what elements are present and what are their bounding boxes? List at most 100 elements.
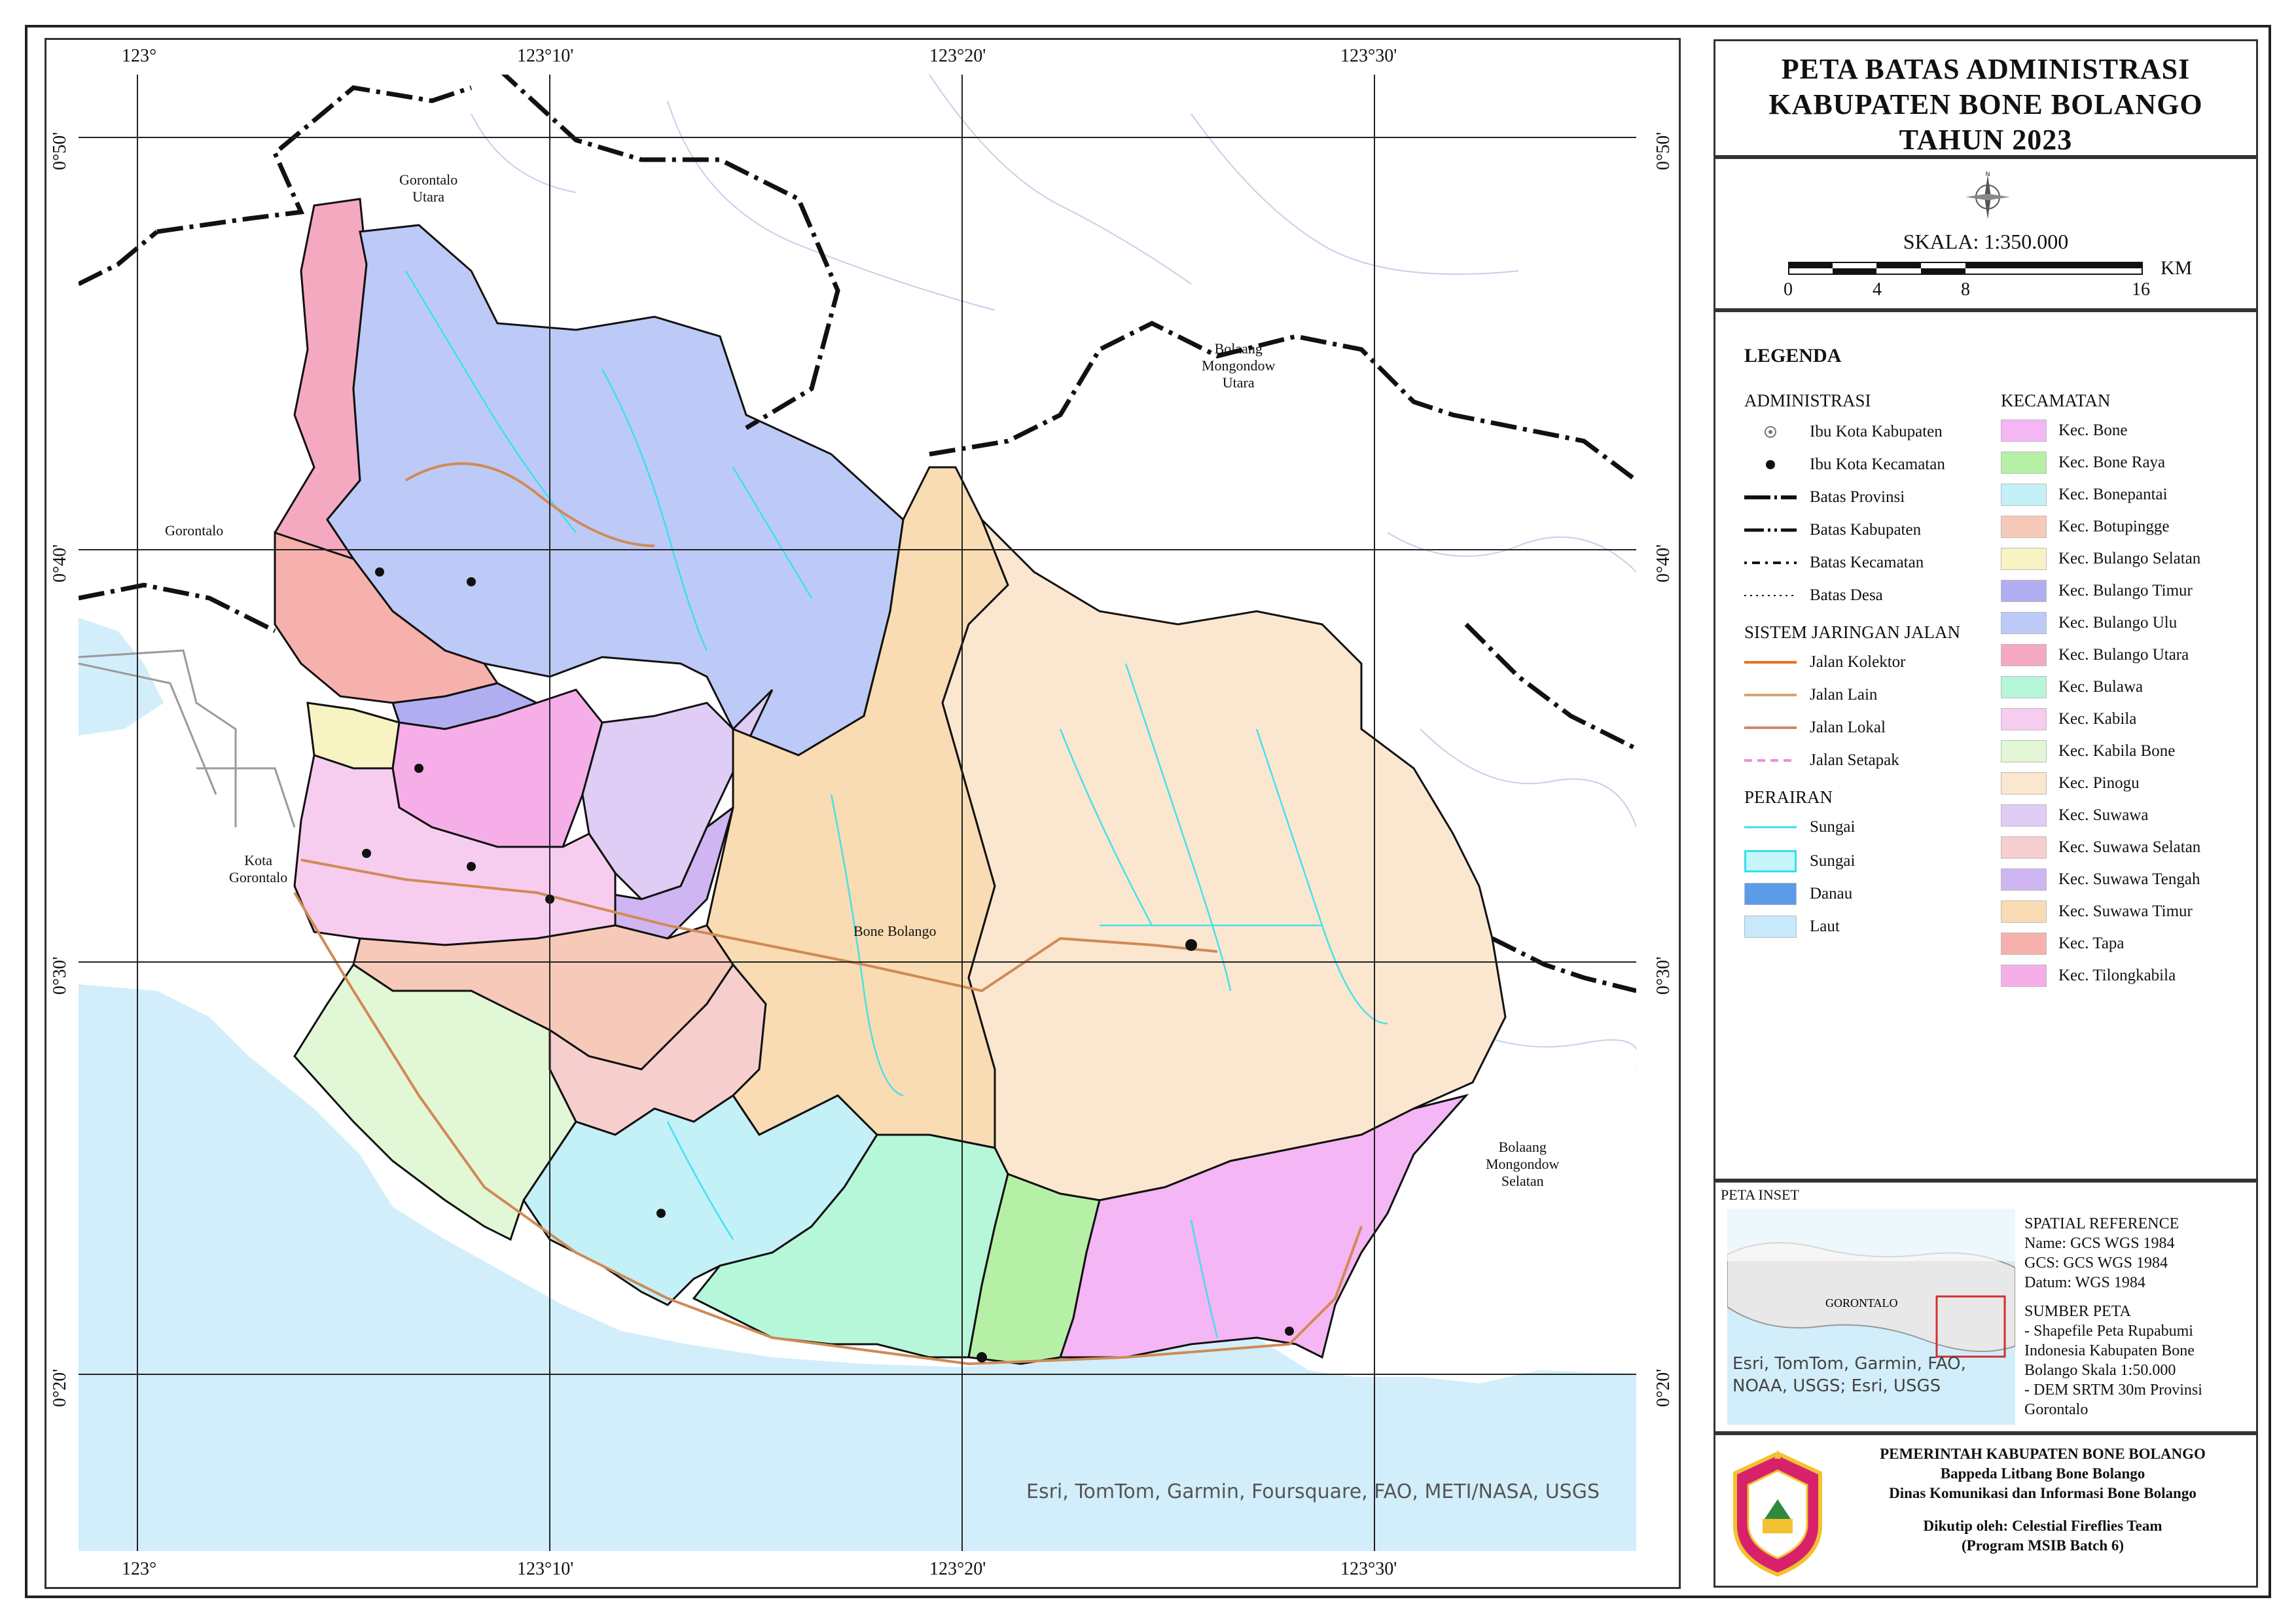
scale-tick-16: 16: [2132, 279, 2150, 300]
river-area-icon: [1744, 850, 1797, 872]
legend-item-danau: Danau: [1744, 883, 1852, 905]
legend-label: Kec. Botupingge: [2058, 518, 2170, 535]
kecamatan-swatch: [2001, 676, 2047, 698]
kecamatan-swatch: [2001, 804, 2047, 827]
source-line-2: Indonesia Kabupaten Bone: [2024, 1342, 2195, 1359]
legend-label: Kec. Kabila: [2058, 710, 2137, 728]
source-head: SUMBER PETA: [2024, 1303, 2131, 1320]
kecamatan-swatch: [2001, 933, 2047, 955]
road-local-icon: [1744, 718, 1797, 738]
coord-left-1: 0°50': [50, 132, 70, 170]
legend-label: Batas Kabupaten: [1810, 521, 1922, 539]
legend-administrasi-head: ADMINISTRASI: [1744, 391, 1871, 410]
kecamatan-swatch: [2001, 548, 2047, 570]
legend-label: Batas Provinsi: [1810, 488, 1905, 506]
legend-item-kecamatan: Kec. Suwawa Tengah: [2001, 868, 2200, 891]
legend-item-jalan-setapak: Jalan Setapak: [1744, 751, 1899, 770]
inset-attribution: Esri, TomTom, Garmin, FAO, NOAA, USGS; E…: [1732, 1354, 1966, 1396]
source-line-1: - Shapefile Peta Rupabumi: [2024, 1323, 2193, 1340]
scale-tick-4: 4: [1873, 279, 1882, 300]
scale-block: N SKALA: 1:350.000 KM 0 4 8 16: [1713, 157, 2258, 310]
legend-item-kecamatan: Kec. Bulango Ulu: [2001, 612, 2177, 634]
legend-item-kecamatan: Kec. Suwawa Timur: [2001, 901, 2193, 923]
coord-bottom-3: 123°20': [929, 1559, 986, 1579]
legend-item-sungai-area: Sungai: [1744, 850, 1855, 872]
regency-emblem-icon: [1733, 1450, 1822, 1577]
legend-label: Kec. Pinogu: [2058, 774, 2140, 792]
district-bulawa: [692, 1133, 1009, 1359]
legend-item-district-boundary: Batas Kecamatan: [1744, 553, 1924, 573]
legend-label: Kec. Suwawa Timur: [2058, 902, 2193, 920]
coord-left-2: 0°40': [50, 544, 70, 582]
kecamatan-swatch: [2001, 612, 2047, 634]
compass-n: N: [1986, 171, 1990, 177]
kecamatan-swatch: [2001, 836, 2047, 859]
outer-frame: [25, 25, 2271, 1598]
label-gorontalo: Gorontalo: [165, 522, 224, 539]
legend-item-jalan-lokal: Jalan Lokal: [1744, 718, 1886, 738]
kecamatan-swatch: [2001, 740, 2047, 762]
spatial-line-3: Datum: WGS 1984: [2024, 1274, 2145, 1291]
kecamatan-swatch: [2001, 772, 2047, 794]
footpath-icon: [1744, 751, 1797, 770]
sea-area: [79, 984, 1636, 1551]
legend-label: Jalan Lain: [1810, 686, 1878, 704]
legend-block: LEGENDA ADMINISTRASI Ibu Kota Kabupaten …: [1713, 310, 2258, 1181]
scale-bar: [1788, 262, 2143, 275]
legend-item-kecamatan: Kec. Bulango Utara: [2001, 644, 2189, 666]
district-kabila-bone: [293, 963, 577, 1241]
compass-rose-icon: N: [1965, 171, 2010, 219]
credit-block: PEMERINTAH KABUPATEN BONE BOLANGO Bapped…: [1713, 1433, 2258, 1588]
legend-item-laut: Laut: [1744, 916, 1840, 938]
legend-label: Kec. Bulango Ulu: [2058, 614, 2178, 632]
coord-right-4: 0°20': [1653, 1368, 1674, 1407]
title-line-1: PETA BATAS ADMINISTRASI: [1781, 53, 2191, 85]
coord-left-4: 0°20': [50, 1368, 70, 1407]
sea-icon: [1744, 916, 1797, 938]
coord-bottom-1: 123°: [122, 1559, 157, 1579]
legend-label: Jalan Lokal: [1810, 719, 1886, 736]
legend-label: Sungai: [1810, 818, 1856, 836]
village-boundary-icon: [1744, 586, 1797, 605]
title-block: PETA BATAS ADMINISTRASI KABUPATEN BONE B…: [1713, 39, 2258, 157]
map-canvas[interactable]: [79, 75, 1636, 1551]
coord-top-2: 123°10': [517, 46, 574, 66]
legend-label: Kec. Bone Raya: [2058, 454, 2166, 471]
spatial-reference-head: SPATIAL REFERENCE: [2024, 1215, 2179, 1232]
coord-bottom-2: 123°10': [517, 1559, 574, 1579]
coord-top-3: 123°20': [929, 46, 986, 66]
kecamatan-swatch: [2001, 901, 2047, 923]
legend-item-kecamatan: Kec. Bonepantai: [2001, 484, 2168, 506]
legend-item-kecamatan: Kec. Bone: [2001, 419, 2128, 442]
inset-title: PETA INSET: [1721, 1186, 1799, 1203]
legend-label: Kec. Suwawa Tengah: [2058, 870, 2200, 888]
legend-item-kecamatan: Kec. Bulango Selatan: [2001, 548, 2200, 570]
legend-label: Kec. Bulango Timur: [2058, 582, 2193, 599]
legend-label: Laut: [1810, 918, 1840, 935]
road-collector-icon: [1744, 652, 1797, 672]
district-bone: [1058, 1094, 1469, 1359]
kecamatan-swatch: [2001, 708, 2047, 730]
legend-label: Ibu Kota Kecamatan: [1810, 455, 1945, 473]
spatial-line-2: GCS: GCS WGS 1984: [2024, 1255, 2168, 1272]
legend-label: Danau: [1810, 885, 1853, 902]
kecamatan-swatch: [2001, 484, 2047, 506]
kecamatan-swatch: [2001, 419, 2047, 442]
legend-item-village-boundary: Batas Desa: [1744, 586, 1883, 605]
road-other-icon: [1744, 685, 1797, 705]
scale-tick-0: 0: [1784, 279, 1793, 300]
inset-map[interactable]: GORONTALO: [1727, 1209, 2015, 1425]
graticule: [79, 75, 1636, 1551]
capital-regency-icon: [1744, 422, 1797, 442]
legend-item-capital-regency: Ibu Kota Kabupaten: [1744, 422, 1943, 442]
label-gorontalo-utara: Gorontalo Utara: [399, 171, 458, 205]
source-line-3: Bolango Skala 1:50.000: [2024, 1362, 2176, 1379]
coord-right-1: 0°50': [1653, 132, 1674, 170]
legend-item-kecamatan: Kec. Tapa: [2001, 933, 2125, 955]
kecamatan-swatch: [2001, 965, 2047, 987]
legend-item-kecamatan: Kec. Suwawa: [2001, 804, 2148, 827]
coord-bottom-4: 123°30': [1340, 1559, 1397, 1579]
kecamatan-swatch: [2001, 580, 2047, 602]
kecamatan-swatch: [2001, 452, 2047, 474]
scale-unit: KM: [2161, 257, 2193, 279]
